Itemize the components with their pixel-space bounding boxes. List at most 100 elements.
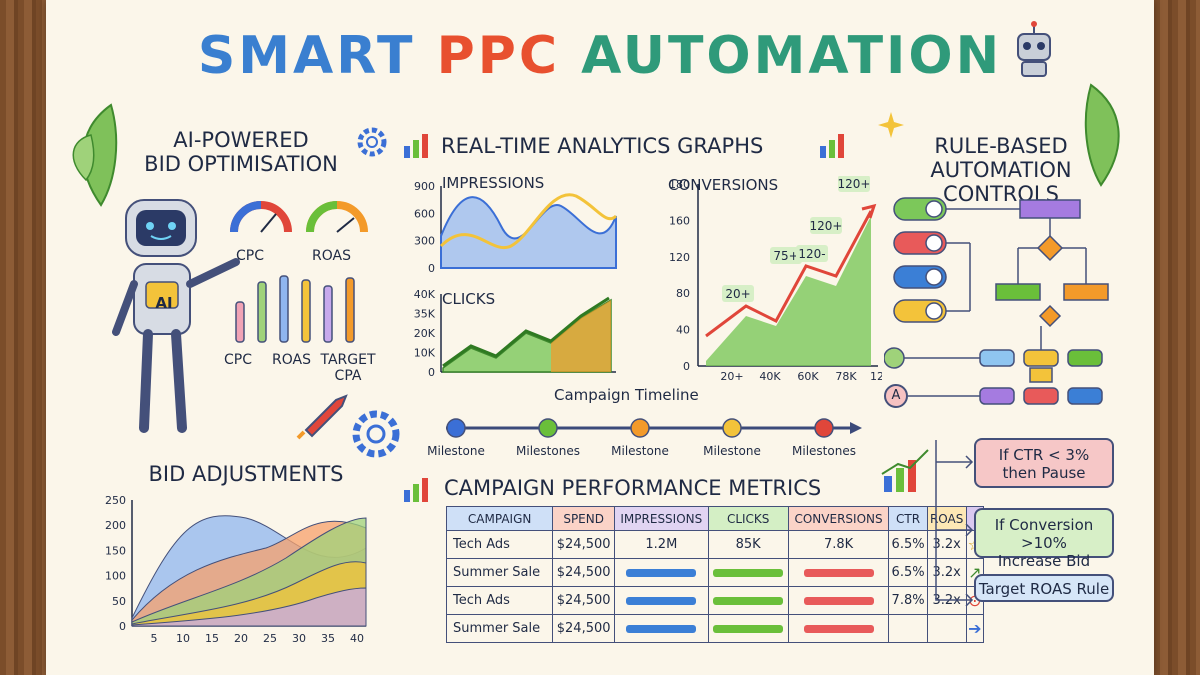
y-tick-label: 20K (414, 327, 436, 340)
clicks-trend-line (442, 296, 610, 368)
y-tick-label: 120 (669, 251, 690, 264)
callout-bg (838, 176, 870, 192)
conversion-callout: 120- (798, 247, 825, 261)
x-tick-label: 78K (835, 370, 857, 383)
slider-controls (235, 275, 355, 343)
cell-ctr (888, 614, 928, 643)
milestone-dot (538, 418, 558, 438)
column-header: CONVERSIONS (787, 506, 890, 531)
column-header: IMPRESSIONS (614, 506, 709, 531)
y-tick-label: 40 (676, 324, 690, 337)
rules-title-line2: AUTOMATION CONTROLS (930, 158, 1072, 206)
milestone-label: Milestones (516, 444, 580, 458)
impressions-line (439, 193, 618, 250)
page-title: SMART PPC AUTOMATION (46, 26, 1154, 86)
x-tick-label: 20 (234, 632, 248, 645)
clicks-bar (713, 624, 784, 633)
campaign-timeline (446, 418, 862, 438)
sparkle-icon (878, 112, 904, 138)
x-tick-label: 35 (321, 632, 335, 645)
roas-gauge-icon (306, 201, 368, 233)
column-header: SPEND (552, 506, 616, 531)
milestone-dot (722, 418, 742, 438)
cell-ctr: 6.5% (888, 558, 928, 587)
cell-impressions (614, 586, 709, 615)
cell-impressions (614, 558, 709, 587)
campaign-metrics-table: CAMPAIGN SPEND IMPRESSIONS CLICKS CONVERSION… (445, 506, 985, 643)
impressions-bar (626, 568, 697, 577)
conversion-callout: 75+ (773, 249, 798, 263)
rule2-line1: If Conversion >10% (994, 516, 1094, 552)
table-header-row: CAMPAIGN SPEND IMPRESSIONS CLICKS CONVERSION… (445, 506, 985, 531)
rule-ctr-pause: If CTR < 3% then Pause (974, 438, 1114, 488)
automation-flowchart (884, 197, 1109, 405)
bid-adjustments-title: BID ADJUSTMENTS (148, 462, 344, 486)
cell-clicks (707, 558, 789, 587)
area-band (131, 587, 367, 627)
infographic-paper: SMART PPC AUTOMATION AI-POWERED BID OPTI… (46, 0, 1154, 675)
rule-target-roas: Target ROAS Rule (974, 574, 1114, 602)
gauge-label-roas: ROAS (312, 248, 351, 264)
table-row: Tech Ads $24,500 7.8% 3.2x ⊙ (445, 586, 985, 615)
milestone-label: Milestone (427, 444, 485, 458)
x-tick-label: 30 (292, 632, 306, 645)
cell-conversions (787, 558, 890, 587)
cell-impressions (614, 614, 709, 643)
slider-label-cpc: CPC (224, 352, 252, 368)
conversions-area (706, 216, 871, 366)
y-tick-label: 100 (105, 570, 126, 583)
milestone-label: Milestone (703, 444, 761, 458)
y-tick-label: 0 (428, 262, 435, 275)
impressions-chart: 900 600 300 0 (414, 180, 618, 275)
table-row: Summer Sale $24,500 ➔ (445, 614, 985, 643)
column-header: CTR (888, 506, 928, 531)
rule-connector-arrows (935, 440, 974, 607)
conversions-bar (803, 596, 874, 605)
cell-icon: ➔ (965, 614, 985, 643)
conversion-callout: 20+ (725, 287, 750, 301)
cell-campaign: Summer Sale (445, 614, 554, 643)
y-tick-label: 0 (683, 360, 690, 373)
x-tick-label: 60K (797, 370, 819, 383)
x-tick-label: 5 (151, 632, 158, 645)
arrow-right-icon: ➔ (968, 619, 982, 638)
wood-background-left (0, 0, 46, 675)
cell-roas: 3.2x (926, 530, 967, 559)
bid-adjustments-chart: 250 200 150 100 50 0 5 10 15 20 25 30 35 40 (105, 494, 367, 645)
title-part-ppc: PPC (436, 26, 560, 86)
cell-clicks: 85K (707, 530, 789, 559)
conversions-trend-line (705, 210, 873, 338)
cell-clicks (707, 614, 789, 643)
title-part-automation: AUTOMATION (559, 26, 1003, 86)
rule-conversion-increase: If Conversion >10% Increase Bid (974, 508, 1114, 570)
clicks-label: CLICKS (442, 290, 496, 308)
impressions-label: IMPRESSIONS (442, 174, 545, 192)
y-tick-label: 200 (105, 519, 126, 532)
cell-ctr: 7.8% (888, 586, 928, 615)
rocket-icon (296, 394, 348, 440)
milestone-dot (446, 418, 466, 438)
y-tick-label: 600 (414, 207, 435, 220)
x-tick-label: 15 (205, 632, 219, 645)
milestone-dot (814, 418, 834, 438)
y-tick-label: 35K (414, 308, 436, 321)
x-tick-label: 120h (870, 370, 882, 383)
slider-label-target-cpa: TARGET CPA (320, 352, 376, 384)
ai-bid-title-line2: BID OPTIMISATION (144, 152, 338, 176)
metrics-section-title: CAMPAIGN PERFORMANCE METRICS (444, 476, 822, 500)
milestone-label: Milestones (792, 444, 856, 458)
robot-head-icon (1017, 21, 1051, 77)
ai-bid-title-line1: AI-POWERED (173, 128, 309, 152)
impressions-bar (626, 624, 697, 633)
y-tick-label: 0 (428, 366, 435, 379)
cell-spend: $24,500 (552, 614, 616, 643)
robot-ai-badge: AI (155, 294, 173, 312)
cell-conversions (787, 586, 890, 615)
bar-chart-icon (820, 134, 844, 158)
column-header: CAMPAIGN (445, 506, 554, 531)
conversion-callout: 120+ (838, 177, 871, 191)
clicks-chart: 40K 35K 20K 10K 0 (414, 288, 616, 379)
robot-illustration (112, 199, 240, 433)
cell-spend: $24,500 (552, 558, 616, 587)
